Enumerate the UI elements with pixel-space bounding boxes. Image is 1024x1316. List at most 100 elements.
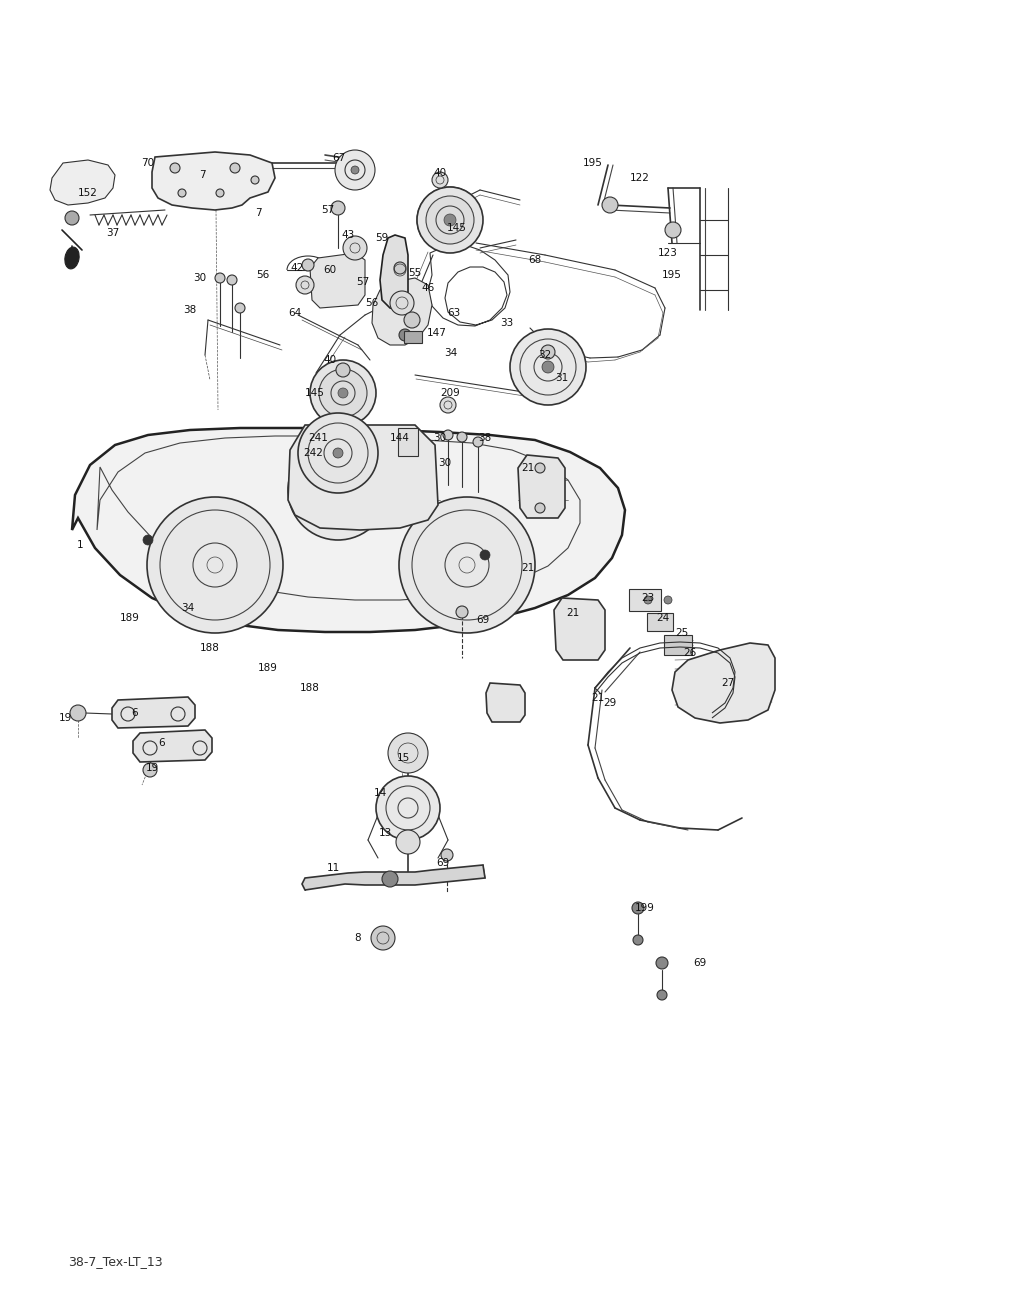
Text: 29: 29: [603, 697, 616, 708]
Text: 13: 13: [379, 828, 391, 838]
Circle shape: [541, 345, 555, 359]
Circle shape: [657, 990, 667, 1000]
Circle shape: [335, 150, 375, 190]
Polygon shape: [554, 597, 605, 661]
Text: 145: 145: [305, 388, 325, 397]
Circle shape: [632, 901, 644, 915]
Polygon shape: [133, 730, 212, 762]
Text: 195: 195: [583, 158, 603, 168]
Polygon shape: [372, 278, 432, 345]
Text: 1: 1: [77, 540, 83, 550]
Circle shape: [443, 430, 453, 440]
Text: 25: 25: [676, 628, 688, 638]
Circle shape: [440, 397, 456, 413]
Text: 11: 11: [327, 863, 340, 873]
Circle shape: [338, 388, 348, 397]
Text: 70: 70: [141, 158, 155, 168]
Text: 43: 43: [341, 230, 354, 240]
Text: 195: 195: [663, 270, 682, 280]
Circle shape: [444, 215, 456, 226]
Text: 15: 15: [396, 753, 410, 763]
Text: 144: 144: [390, 433, 410, 443]
Circle shape: [288, 440, 388, 540]
Circle shape: [227, 275, 237, 286]
Text: 69: 69: [436, 858, 450, 869]
Circle shape: [390, 291, 414, 315]
Polygon shape: [380, 236, 408, 311]
Text: 21: 21: [592, 694, 604, 703]
Text: 189: 189: [258, 663, 278, 672]
Circle shape: [656, 957, 668, 969]
Text: 63: 63: [447, 308, 461, 318]
Text: 199: 199: [635, 903, 655, 913]
Circle shape: [296, 276, 314, 293]
Circle shape: [396, 830, 420, 854]
Circle shape: [230, 163, 240, 172]
Circle shape: [665, 222, 681, 238]
Text: 14: 14: [374, 788, 387, 797]
Circle shape: [70, 705, 86, 721]
Text: 60: 60: [324, 265, 337, 275]
Text: 33: 33: [501, 318, 514, 328]
Circle shape: [633, 934, 643, 945]
Text: 241: 241: [308, 433, 328, 443]
Text: 46: 46: [421, 283, 434, 293]
Circle shape: [234, 303, 245, 313]
Circle shape: [426, 196, 474, 243]
Text: 242: 242: [303, 447, 323, 458]
Text: 21: 21: [566, 608, 580, 619]
Text: 30: 30: [438, 458, 452, 468]
Text: 55: 55: [409, 268, 422, 278]
Text: 188: 188: [300, 683, 319, 694]
Circle shape: [331, 201, 345, 215]
Text: 23: 23: [641, 594, 654, 603]
Circle shape: [456, 605, 468, 619]
Circle shape: [602, 197, 618, 213]
Circle shape: [404, 312, 420, 328]
Text: 69: 69: [476, 615, 489, 625]
Circle shape: [417, 187, 483, 253]
Circle shape: [432, 172, 449, 188]
Polygon shape: [72, 428, 625, 632]
Text: 152: 152: [78, 188, 98, 197]
Circle shape: [457, 432, 467, 442]
Circle shape: [644, 596, 652, 604]
Bar: [647, 613, 673, 630]
Circle shape: [510, 329, 586, 405]
Circle shape: [343, 236, 367, 261]
Circle shape: [215, 272, 225, 283]
Text: 24: 24: [656, 613, 670, 622]
Text: 26: 26: [683, 647, 696, 658]
Circle shape: [371, 926, 395, 950]
Circle shape: [535, 503, 545, 513]
Text: 8: 8: [354, 933, 361, 944]
Circle shape: [319, 368, 367, 417]
Circle shape: [216, 190, 224, 197]
Polygon shape: [50, 161, 115, 205]
Circle shape: [170, 163, 180, 172]
Text: 19: 19: [58, 713, 72, 722]
Circle shape: [143, 536, 153, 545]
Polygon shape: [310, 253, 365, 308]
Text: 38: 38: [478, 433, 492, 443]
Text: 27: 27: [721, 678, 734, 688]
Text: 57: 57: [322, 205, 335, 215]
Circle shape: [441, 849, 453, 861]
Text: 59: 59: [376, 233, 389, 243]
Circle shape: [542, 361, 554, 372]
Bar: [404, 332, 422, 343]
Text: 19: 19: [145, 763, 159, 772]
Text: 56: 56: [366, 297, 379, 308]
Ellipse shape: [65, 247, 79, 268]
Text: 67: 67: [333, 153, 346, 163]
Circle shape: [382, 871, 398, 887]
Circle shape: [310, 361, 376, 426]
Circle shape: [376, 776, 440, 840]
Circle shape: [333, 447, 343, 458]
Circle shape: [351, 166, 359, 174]
Circle shape: [399, 497, 535, 633]
Circle shape: [178, 190, 186, 197]
Text: 40: 40: [324, 355, 337, 365]
Polygon shape: [112, 697, 195, 728]
Polygon shape: [672, 644, 775, 722]
